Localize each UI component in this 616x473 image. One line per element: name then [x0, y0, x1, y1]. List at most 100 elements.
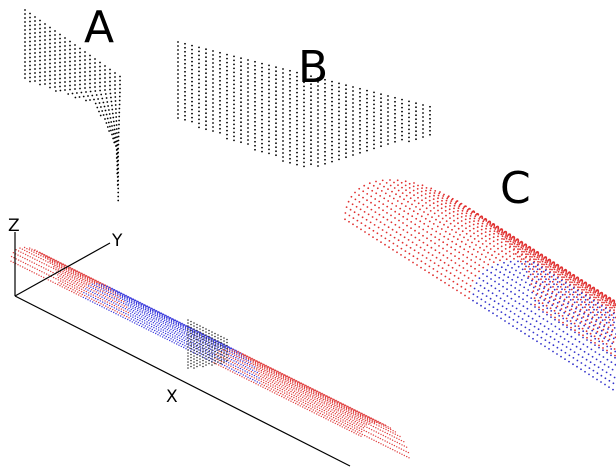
point: [366, 110, 368, 112]
point: [39, 56, 41, 58]
point: [107, 293, 108, 294]
point: [226, 106, 228, 108]
point: [332, 402, 333, 403]
point: [498, 231, 500, 233]
point: [614, 348, 616, 350]
point: [455, 231, 457, 233]
point: [281, 375, 282, 376]
point: [429, 205, 431, 207]
point: [49, 35, 51, 37]
point: [181, 330, 182, 331]
point: [352, 110, 354, 112]
point: [75, 281, 76, 282]
point: [318, 397, 319, 398]
point: [208, 345, 210, 347]
point: [122, 296, 123, 297]
point: [247, 59, 249, 61]
point: [198, 63, 200, 65]
point: [389, 179, 391, 181]
point: [205, 340, 207, 342]
point: [241, 354, 242, 355]
point: [354, 192, 356, 194]
point: [269, 380, 270, 381]
point: [321, 406, 322, 407]
point: [62, 286, 63, 287]
point: [115, 100, 117, 102]
point: [577, 286, 579, 288]
point: [401, 119, 403, 121]
point: [128, 303, 129, 304]
point: [317, 398, 318, 399]
point: [541, 257, 543, 259]
point: [327, 400, 328, 401]
point: [282, 156, 284, 158]
point: [71, 270, 72, 271]
point: [289, 158, 291, 160]
point: [68, 270, 69, 271]
point: [359, 201, 361, 203]
point: [591, 301, 593, 303]
point: [367, 418, 368, 419]
point: [109, 296, 110, 297]
point: [94, 282, 95, 283]
point: [64, 49, 66, 51]
point: [205, 358, 207, 360]
point: [522, 292, 524, 294]
point: [425, 193, 427, 195]
point: [303, 162, 305, 164]
point: [265, 374, 266, 375]
point: [486, 223, 488, 225]
point: [217, 343, 219, 345]
point: [573, 278, 575, 280]
point: [69, 45, 71, 47]
point: [586, 330, 588, 332]
point: [331, 109, 333, 111]
point: [509, 247, 511, 249]
point: [442, 197, 444, 199]
point: [577, 290, 579, 292]
point: [307, 386, 308, 387]
point: [352, 98, 354, 100]
point: [386, 232, 388, 234]
point: [267, 389, 268, 390]
point: [324, 159, 326, 161]
point: [362, 190, 364, 192]
point: [296, 144, 298, 146]
point: [39, 68, 41, 70]
point: [332, 399, 333, 400]
point: [247, 143, 249, 145]
point: [196, 360, 198, 362]
point: [289, 82, 291, 84]
point: [310, 103, 312, 105]
point: [89, 297, 90, 298]
point: [127, 319, 128, 320]
point: [55, 283, 56, 284]
point: [422, 116, 424, 118]
point: [598, 338, 600, 340]
point: [599, 299, 601, 301]
point: [270, 383, 271, 384]
point: [578, 282, 580, 284]
point: [493, 227, 495, 229]
point: [338, 151, 340, 153]
point: [600, 317, 602, 319]
point: [567, 279, 569, 281]
point: [351, 410, 352, 411]
point: [76, 280, 77, 281]
point: [230, 366, 231, 367]
point: [389, 434, 390, 435]
point: [543, 299, 545, 301]
point: [63, 275, 64, 276]
point: [526, 249, 528, 251]
point: [49, 51, 51, 53]
point: [304, 390, 305, 391]
point: [540, 323, 542, 325]
point: [383, 425, 384, 426]
point: [312, 404, 313, 405]
point: [373, 136, 375, 138]
point: [368, 432, 369, 433]
point: [550, 316, 552, 318]
point: [105, 305, 106, 306]
point: [79, 76, 81, 78]
point: [205, 80, 207, 82]
